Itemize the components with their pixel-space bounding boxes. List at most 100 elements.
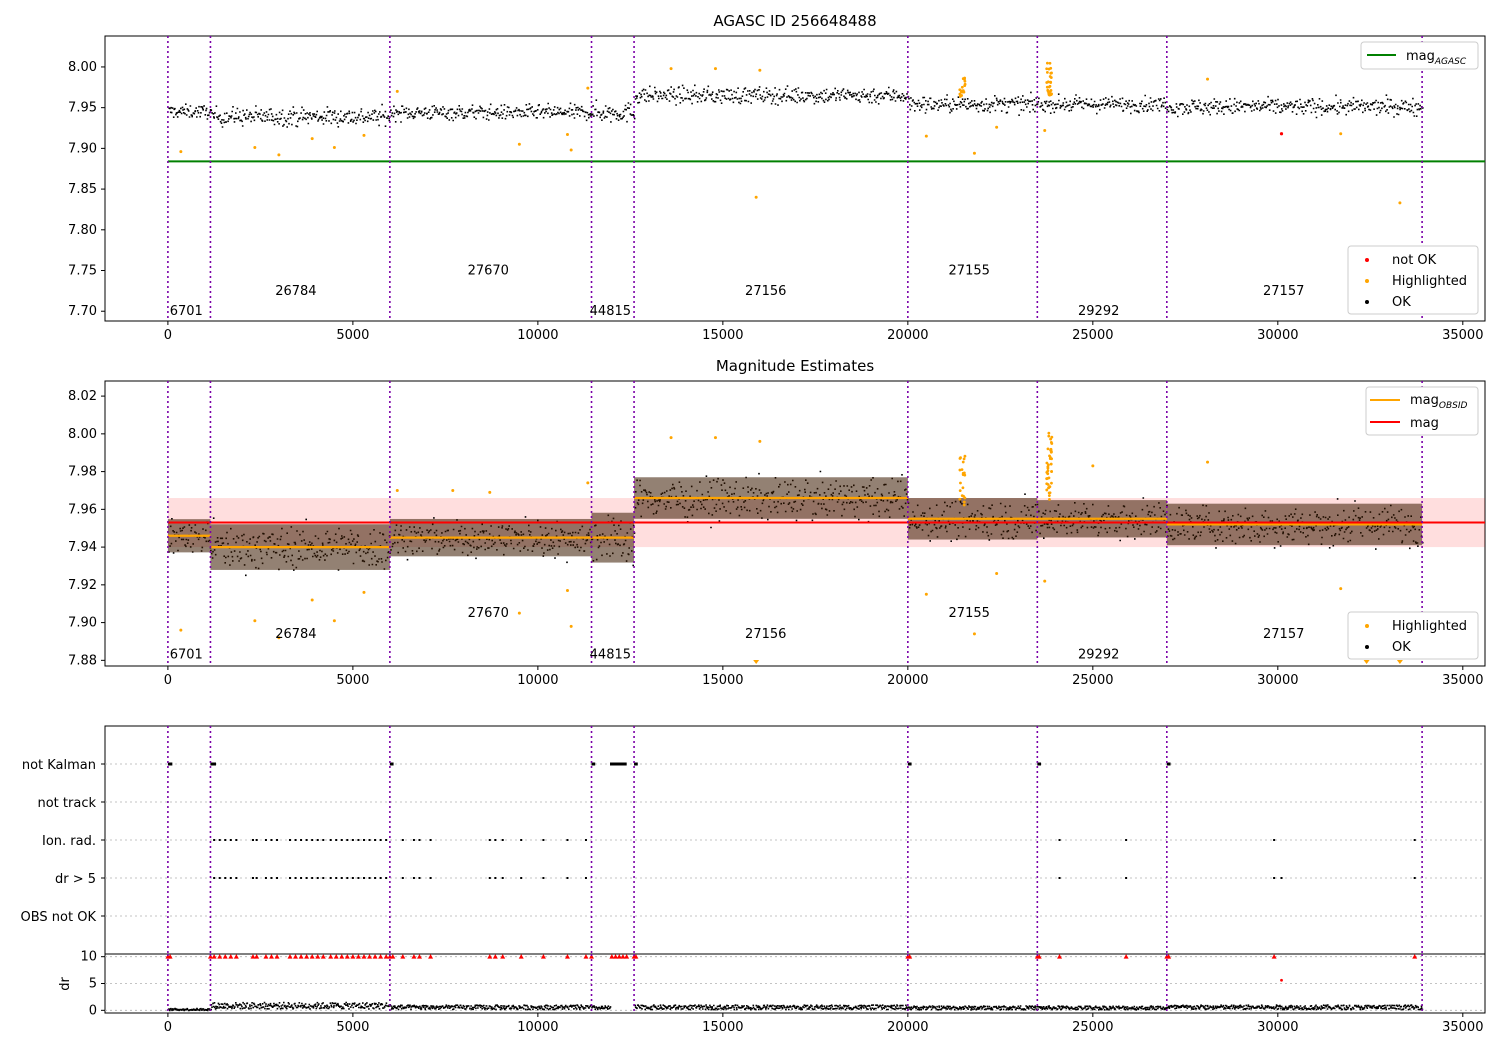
flag-category-label: not track [37,796,96,811]
flag-point [294,839,297,841]
highlighted-point [569,624,573,628]
flag-point [368,877,371,879]
dr-capped-marker [492,954,498,959]
flag-point [255,839,258,841]
flag-point [1058,877,1061,879]
highlighted-point [1046,447,1050,451]
highlighted-point [963,76,967,80]
highlighted-point [972,151,976,155]
highlighted-point [277,636,281,640]
flag-point [251,839,254,841]
dr-capped-marker [383,954,389,959]
x-tick-label: 10000 [517,1020,558,1035]
agasc-panel-frame [104,35,1486,322]
dr-capped-marker [293,954,299,959]
highlighted-point [961,460,965,464]
mag-plot-area: 6701 26784 27670 44815 27156 27155 29292 27157 [167,381,1485,666]
legend-ok-label-2: OK [1392,640,1411,655]
flag-point [311,839,314,841]
highlighted-point [958,468,962,472]
dr-points [1167,1004,1424,1011]
legend-mag-label: mag [1410,416,1439,431]
y-tick-label: 7.98 [68,465,97,480]
legend-not-ok-marker [1365,258,1369,262]
x-tick-label: 0 [164,673,172,688]
agasc-legend-lower: not OK Highlighted OK [1347,245,1479,315]
agasc-legend-upper: magAGASC [1360,41,1479,70]
flag-category-label: dr > 5 [55,872,96,887]
dr-capped-marker [339,954,345,959]
flag-point [429,839,432,841]
obsid-label: 27156 [745,627,786,642]
highlighted-point [959,456,962,460]
highlighted-point [924,592,928,596]
ok-points-obsid-7 [1166,94,1424,119]
obsid-label: 26784 [275,284,316,299]
dr-capped-marker [378,954,384,959]
flag-point [322,877,325,879]
legend-mag-obsid-label: magOBSID [1410,393,1468,411]
x-tick-label: 15000 [702,328,743,343]
x-tick-label: 20000 [887,1020,928,1035]
dr-capped-marker [233,954,239,959]
flag-point [305,839,308,841]
highlighted-point [1206,460,1210,464]
highlighted-point [1048,497,1051,501]
highlighted-point [310,598,314,602]
highlighted-point [310,137,314,141]
highlighted-point [958,88,962,92]
dr-capped-marker [287,954,293,959]
clipped-marker [753,660,760,664]
flag-point [374,839,377,841]
highlighted-point [961,486,965,490]
dr-capped-marker [298,954,304,959]
obsid-label: 26784 [275,627,316,642]
y-tick-label: 7.85 [68,182,97,197]
agasc-legend-lower-box [1347,245,1479,315]
highlighted-point [1048,491,1052,495]
flag-point [584,839,587,841]
dr-capped-marker [583,954,589,959]
legend-highlighted-label-2: Highlighted [1392,619,1467,634]
dr-capped-marker [344,954,350,959]
flag-run [907,762,912,766]
ok-points-obsid-3 [591,99,636,123]
x-tick-label: 35000 [1442,673,1483,688]
x-tick-label: 5000 [336,673,369,688]
legend-highlighted-marker [1365,279,1369,283]
flag-point [566,877,569,879]
flag-point [494,877,497,879]
flag-point [412,877,415,879]
highlighted-point [754,195,758,199]
highlighted-point [758,439,762,443]
dr-capped-marker [328,954,334,959]
flag-point [322,839,325,841]
highlighted-point [1091,464,1095,468]
highlighted-point [972,632,976,636]
x-tick-label: 25000 [1072,673,1113,688]
flag-point [346,877,349,879]
highlighted-point [1049,437,1053,441]
y-tick-label: 7.75 [68,264,97,279]
flag-point [401,877,404,879]
dr-capped-marker [1166,954,1172,959]
highlighted-point [1049,447,1053,451]
x-tick-label: 25000 [1072,1020,1113,1035]
highlighted-point [1206,77,1210,81]
highlighted-point [1050,457,1053,461]
flag-point [351,839,354,841]
highlighted-point [713,67,717,71]
highlighted-point [395,488,399,492]
flag-point [1058,839,1061,841]
flag-point [584,877,587,879]
flag-point [520,877,523,879]
x-tick-label: 10000 [517,673,558,688]
highlighted-point [586,86,590,90]
flag-point [218,877,221,879]
obsid-label: 27155 [949,264,990,279]
dr-panel: dr 0 5 10 0 5000 10000 15000 20000 25000 30000 350… [58,950,1486,1035]
highlighted-point [1339,587,1343,591]
highlighted-point [1048,93,1052,97]
flag-point [488,877,491,879]
